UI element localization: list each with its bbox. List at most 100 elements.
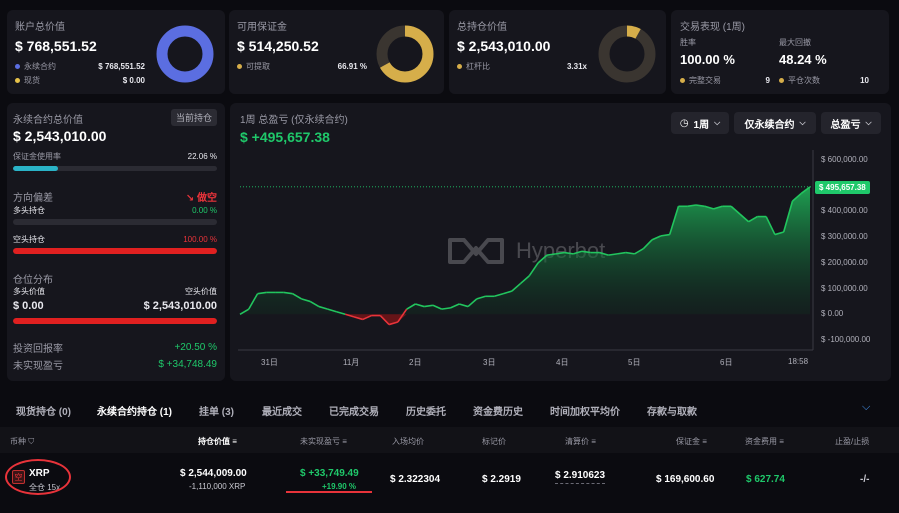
- perp-summary-panel: 永续合约总价值 当前持仓 $ 2,543,010.00 保证金使用率 22.06…: [7, 103, 225, 381]
- th-margin[interactable]: 保证金 ≡: [676, 437, 707, 446]
- position-value: $ 2,543,010.00: [457, 38, 551, 54]
- long-value-label: 多头价值: [13, 287, 45, 296]
- short-bar: [13, 248, 217, 254]
- margin-donut: [376, 25, 434, 83]
- clock-icon: ◷: [679, 117, 689, 129]
- sort-icon[interactable]: ≡: [702, 437, 707, 446]
- roi-label: 投资回报率: [13, 344, 63, 355]
- upnl-value: $ +34,748.49: [158, 359, 217, 370]
- completed-value: 9: [765, 76, 770, 85]
- scope-dropdown[interactable]: 仅永续合约 ⌵: [734, 112, 816, 134]
- sort-icon[interactable]: ≡: [591, 437, 596, 446]
- chevron-down-icon: ⌵: [799, 118, 806, 127]
- roi-value: +20.50 %: [174, 342, 217, 353]
- account-donut: [156, 25, 214, 83]
- long-label: 多头持仓: [13, 206, 45, 215]
- period-dropdown[interactable]: ◷ 1周 ⌵: [671, 112, 729, 134]
- tab-2[interactable]: 挂单 (3): [199, 407, 234, 418]
- winrate-label: 胜率: [680, 38, 696, 47]
- scope-label: 仅永续合约: [744, 119, 795, 131]
- chevron-down-icon: ⌵: [714, 118, 721, 127]
- x-tick-label: 4日: [556, 358, 569, 367]
- spot-label: 现货: [24, 76, 40, 85]
- tab-7[interactable]: 时间加权平均价: [550, 407, 620, 418]
- x-tick-label: 31日: [261, 358, 278, 367]
- th-entry[interactable]: 入场均价: [392, 437, 424, 446]
- margin-usage-bar: [13, 166, 217, 171]
- distribution-title: 仓位分布: [13, 275, 53, 286]
- margin-cell: $ 169,600.60: [656, 474, 715, 485]
- position-title: 总持仓价值: [457, 22, 507, 33]
- perp-value: $ 768,551.52: [98, 62, 145, 71]
- y-tick-label: $ 200,000.00: [821, 257, 868, 267]
- perp-summary-value: $ 2,543,010.00: [13, 128, 107, 144]
- long-amount: $ 0.00: [13, 300, 44, 312]
- filter-icon[interactable]: ⛉: [28, 437, 35, 446]
- position-value-card: 总持仓价值 $ 2,543,010.00 杠杆比 3.31x: [449, 10, 666, 94]
- trend-down-icon: ↘: [185, 193, 195, 204]
- tab-5[interactable]: 历史委托: [406, 407, 446, 418]
- account-card: 账户总价值 $ 768,551.52 永续合约 $ 768,551.52 现货 …: [7, 10, 225, 94]
- leverage-value: 3.31x: [566, 62, 587, 71]
- bias-label: 方向偏差: [13, 193, 53, 204]
- tab-8[interactable]: 存款与取款: [647, 407, 697, 418]
- tab-3[interactable]: 最近成交: [262, 407, 302, 418]
- tab-4[interactable]: 已完成交易: [329, 407, 379, 418]
- x-tick-label: 11月: [343, 358, 360, 367]
- sort-icon[interactable]: ≡: [342, 437, 347, 446]
- th-tpsl[interactable]: 止盈/止损: [835, 437, 870, 446]
- th-upnl[interactable]: 未实现盈亏 ≡: [300, 437, 347, 446]
- long-bar: [13, 219, 217, 225]
- position-qty-cell: -1,110,000 XRP: [189, 482, 246, 491]
- winrate-value: 100.00 %: [680, 52, 735, 67]
- collapse-chevron-icon[interactable]: ⌵: [862, 401, 871, 413]
- entry-price-cell: $ 2.322304: [390, 474, 441, 485]
- current-value-tag: $ 495,657.38: [815, 180, 870, 194]
- current-position-badge[interactable]: 当前持仓: [170, 109, 217, 126]
- withdraw-label: 可提取: [246, 62, 270, 71]
- margin-title: 可用保证金: [237, 22, 287, 33]
- upnl-pct-cell: +19.90 %: [322, 482, 357, 491]
- long-value: 0.00 %: [192, 206, 217, 215]
- perp-summary-title: 永续合约总价值: [13, 115, 83, 126]
- highlight-circle: [5, 459, 71, 495]
- short-value: 100.00 %: [183, 235, 217, 244]
- margin-usage-label: 保证金使用率: [13, 152, 61, 161]
- short-value-label: 空头价值: [185, 287, 217, 296]
- watermark-text: Hyperbot: [516, 238, 606, 263]
- th-mark[interactable]: 标记价: [482, 437, 506, 446]
- withdraw-value: 66.91 %: [337, 62, 367, 71]
- spot-value: $ 0.00: [122, 76, 145, 85]
- y-tick-label: $ 400,000.00: [821, 206, 868, 216]
- chart-value: $ +495,657.38: [240, 129, 330, 145]
- y-tick-label: $ 300,000.00: [821, 232, 868, 242]
- y-tick-label: $ 100,000.00: [821, 283, 868, 293]
- th-position-value[interactable]: 持仓价值 ≡: [198, 437, 237, 446]
- performance-title: 交易表现 (1周): [680, 22, 745, 33]
- tab-1[interactable]: 永续合约持仓 (1): [97, 407, 172, 418]
- closes-value: 10: [860, 76, 869, 85]
- bias-value: 做空: [197, 193, 217, 204]
- x-tick-label: 6日: [720, 358, 733, 367]
- tpsl-cell[interactable]: -/-: [860, 474, 870, 485]
- metric-label: 总盈亏: [830, 119, 861, 131]
- table-row[interactable]: 空 XRP 全仓 15x $ 2,544,009.00 -1,110,000 X…: [0, 455, 899, 503]
- completed-label: 完整交易: [689, 76, 721, 85]
- upnl-label: 未实现盈亏: [13, 361, 63, 372]
- tab-0[interactable]: 现货持仓 (0): [16, 407, 71, 418]
- metric-dropdown[interactable]: 总盈亏 ⌵: [821, 112, 881, 134]
- th-coin[interactable]: 币种 ⛉: [10, 437, 35, 446]
- sort-icon[interactable]: ≡: [232, 437, 237, 446]
- margin-card: 可用保证金 $ 514,250.52 可提取 66.91 %: [229, 10, 444, 94]
- period-label: 1周: [693, 119, 710, 131]
- chevron-down-icon: ⌵: [865, 118, 872, 127]
- sort-icon[interactable]: ≡: [779, 437, 784, 446]
- th-funding[interactable]: 资金费用 ≡: [745, 437, 784, 446]
- th-liq[interactable]: 清算价 ≡: [565, 437, 596, 446]
- short-amount: $ 2,543,010.00: [143, 300, 217, 312]
- tab-6[interactable]: 资金费历史: [473, 407, 523, 418]
- margin-value: $ 514,250.52: [237, 38, 319, 54]
- upnl-underline: [286, 491, 372, 493]
- y-tick-label: $ -100,000.00: [821, 335, 871, 344]
- funding-cell: $ 627.74: [746, 474, 785, 485]
